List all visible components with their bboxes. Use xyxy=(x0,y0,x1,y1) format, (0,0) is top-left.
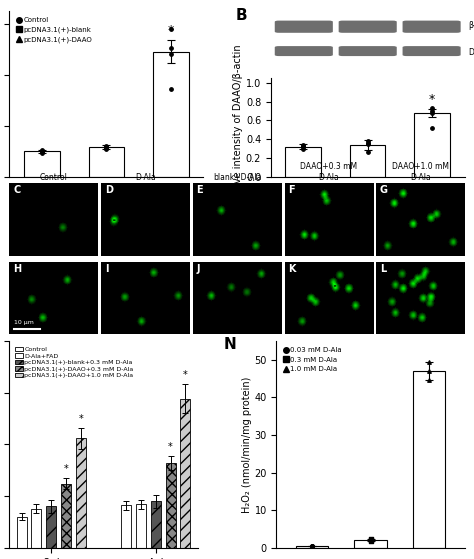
Text: *: * xyxy=(79,414,83,424)
Text: DAAO+1.0 mM
D-Ala: DAAO+1.0 mM D-Ala xyxy=(392,162,449,182)
Bar xyxy=(136,504,146,548)
FancyBboxPatch shape xyxy=(338,21,397,33)
Point xyxy=(428,108,436,117)
Text: *: * xyxy=(64,464,68,474)
Point xyxy=(38,145,46,154)
FancyBboxPatch shape xyxy=(338,46,397,56)
Text: I: I xyxy=(105,264,108,274)
Point xyxy=(426,367,433,376)
Point xyxy=(102,144,110,153)
Point xyxy=(367,535,374,544)
Point xyxy=(300,142,307,151)
Bar xyxy=(181,399,191,548)
Text: DAAO+0.3 mM
D-Ala: DAAO+0.3 mM D-Ala xyxy=(300,162,357,182)
Point xyxy=(300,140,307,149)
FancyBboxPatch shape xyxy=(275,46,333,56)
Point xyxy=(102,141,110,150)
Text: *: * xyxy=(168,23,174,37)
Text: G: G xyxy=(380,186,388,195)
Text: *: * xyxy=(429,93,436,106)
Text: L: L xyxy=(380,264,386,274)
Point xyxy=(426,376,433,385)
Point xyxy=(308,542,316,551)
Point xyxy=(428,104,436,113)
Text: blank+D-Ala: blank+D-Ala xyxy=(213,173,261,182)
FancyBboxPatch shape xyxy=(402,21,461,33)
Point xyxy=(428,124,436,132)
Bar xyxy=(31,509,41,548)
Point xyxy=(300,144,307,153)
Text: *: * xyxy=(168,442,173,452)
Y-axis label: H₂O₂ (nmol/min/mg protein): H₂O₂ (nmol/min/mg protein) xyxy=(242,376,252,513)
Point xyxy=(428,107,436,116)
Text: Control: Control xyxy=(40,173,67,182)
Point xyxy=(38,147,46,156)
Point xyxy=(38,146,46,155)
Point xyxy=(102,142,110,151)
Point xyxy=(167,44,174,53)
Y-axis label: Relative intensity of DAAO/β-actin: Relative intensity of DAAO/β-actin xyxy=(233,44,243,211)
Point xyxy=(167,50,174,59)
Bar xyxy=(76,438,86,548)
Bar xyxy=(61,484,71,548)
FancyBboxPatch shape xyxy=(402,46,461,56)
Point xyxy=(102,144,110,153)
Bar xyxy=(24,151,60,177)
Point xyxy=(308,541,316,550)
Bar xyxy=(355,541,387,548)
Bar xyxy=(121,505,131,548)
Bar xyxy=(153,52,189,177)
Point xyxy=(167,84,174,93)
Point xyxy=(364,139,372,148)
Text: C: C xyxy=(13,186,20,195)
Text: K: K xyxy=(288,264,296,274)
Bar xyxy=(46,506,56,548)
Text: D: D xyxy=(105,186,113,195)
Bar xyxy=(413,371,446,548)
Point xyxy=(426,357,433,366)
Bar xyxy=(89,148,124,177)
Bar xyxy=(285,146,321,177)
Text: E: E xyxy=(196,186,203,195)
Text: B: B xyxy=(236,8,247,23)
Bar xyxy=(151,501,161,548)
Text: *: * xyxy=(183,370,188,380)
Text: β-actin: β-actin xyxy=(468,21,474,30)
Point xyxy=(367,536,374,545)
Legend: Control, pcDNA3.1(+)-blank, pcDNA3.1(+)-DAAO: Control, pcDNA3.1(+)-blank, pcDNA3.1(+)-… xyxy=(13,15,95,46)
Text: H: H xyxy=(13,264,21,274)
FancyBboxPatch shape xyxy=(275,21,333,33)
Legend: 0.03 mM D-Ala, 0.3 mM D-Ala, 1.0 mM D-Ala: 0.03 mM D-Ala, 0.3 mM D-Ala, 1.0 mM D-Al… xyxy=(280,344,345,375)
Bar xyxy=(414,113,450,177)
Bar xyxy=(350,145,385,177)
Text: J: J xyxy=(196,264,200,274)
Point xyxy=(364,148,372,157)
Text: DAAO: DAAO xyxy=(468,48,474,57)
Point xyxy=(167,25,174,34)
Point xyxy=(367,537,374,546)
Bar xyxy=(165,463,175,548)
Point xyxy=(308,542,316,551)
Text: N: N xyxy=(224,337,237,352)
Text: 10 μm: 10 μm xyxy=(14,320,34,325)
Bar xyxy=(296,546,328,548)
Point xyxy=(300,141,307,150)
Bar xyxy=(17,517,27,548)
Point xyxy=(38,148,46,157)
Point xyxy=(364,139,372,148)
Text: F: F xyxy=(288,186,295,195)
Point xyxy=(364,136,372,145)
Legend: Control, D-Ala+FAD, pcDNA3.1(+)-blank+0.3 mM D-Ala, pcDNA3.1(+)-DAAO+0.3 mM D-Al: Control, D-Ala+FAD, pcDNA3.1(+)-blank+0.… xyxy=(13,344,136,381)
Text: D-Ala: D-Ala xyxy=(135,173,155,182)
